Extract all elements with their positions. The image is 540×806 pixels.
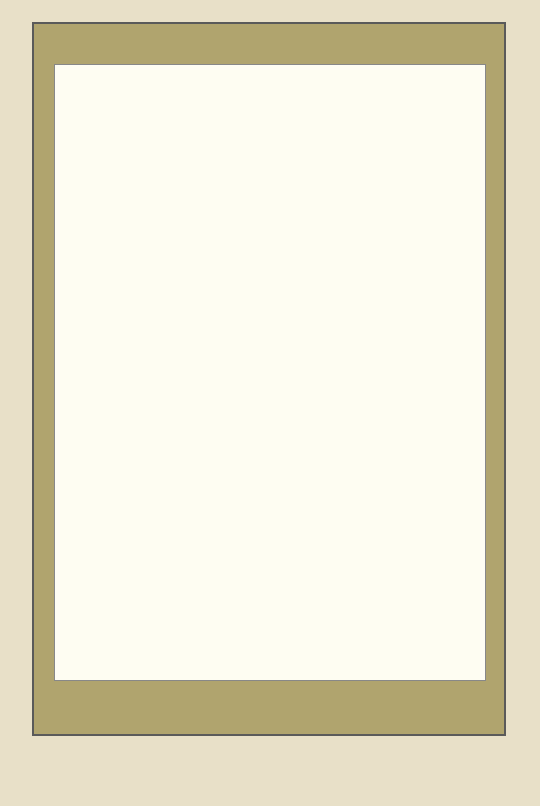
chart-frame bbox=[32, 22, 506, 736]
scatter-chart bbox=[55, 65, 485, 680]
chart-panel bbox=[54, 64, 486, 681]
